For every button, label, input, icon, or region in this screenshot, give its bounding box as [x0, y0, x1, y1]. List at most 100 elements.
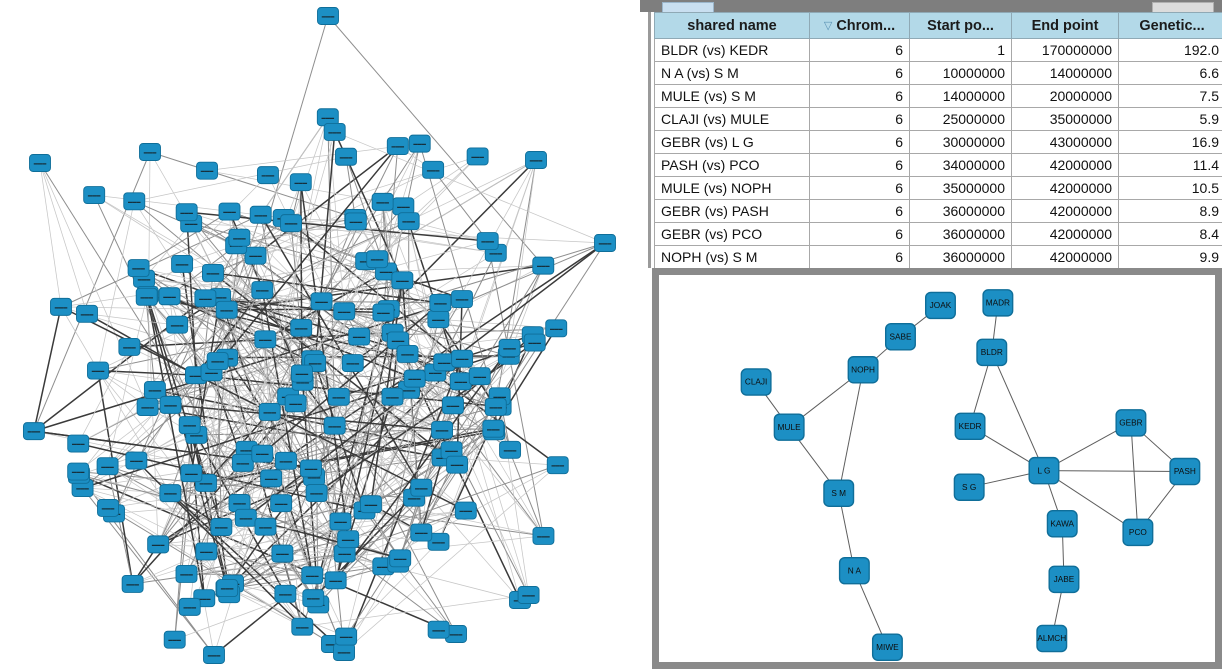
main-network-edge[interactable]: [143, 223, 192, 279]
sub-network-panel[interactable]: CLAJI MULE NOPH SABE JOAK S M N A MIWE MADR BLDR K…: [652, 268, 1222, 669]
main-network-node[interactable]: ▬▬▬: [147, 535, 170, 554]
main-network-node[interactable]: ▬▬▬: [87, 361, 109, 380]
main-network-edge[interactable]: [78, 474, 457, 635]
main-network-node[interactable]: ▬▬▬: [67, 434, 90, 453]
main-network-edge[interactable]: [212, 272, 443, 431]
main-network-edge[interactable]: [144, 278, 263, 291]
main-network-node[interactable]: ▬▬▬: [96, 457, 119, 476]
main-network-edge[interactable]: [408, 220, 488, 242]
main-network-node[interactable]: ▬▬▬: [546, 456, 569, 475]
main-network-edge[interactable]: [185, 212, 197, 376]
main-network-edge[interactable]: [107, 296, 148, 467]
main-network-node[interactable]: ▬▬▬: [335, 147, 357, 166]
main-network-edge[interactable]: [280, 502, 457, 635]
main-network-node[interactable]: ▬▬▬: [203, 646, 225, 664]
main-network-edge[interactable]: [189, 336, 360, 426]
table-row[interactable]: MULE (vs) S M 6 14000000 20000000 7.5: [654, 84, 1222, 108]
cell-chromosome[interactable]: 6: [809, 84, 910, 108]
main-network-edge[interactable]: [290, 223, 315, 478]
main-network-edge[interactable]: [265, 487, 422, 528]
main-network-edge[interactable]: [261, 339, 266, 454]
main-network-edge[interactable]: [260, 214, 422, 489]
main-network-edge[interactable]: [280, 182, 302, 504]
main-network-edge[interactable]: [345, 541, 439, 637]
main-network-node[interactable]: ▬▬▬: [348, 327, 371, 346]
cell-shared_name[interactable]: GEBR (vs) L G: [654, 130, 810, 154]
main-network-edge[interactable]: [157, 473, 192, 545]
main-network-node[interactable]: ▬▬▬: [344, 212, 367, 231]
table-body[interactable]: BLDR (vs) KEDR 6 1 170000000 192.0 N A (vs) S…: [654, 38, 1222, 268]
main-network-node[interactable]: ▬▬▬: [251, 444, 274, 463]
main-network-edge[interactable]: [487, 240, 544, 537]
main-network-node[interactable]: ▬▬▬: [271, 544, 294, 563]
main-network-node[interactable]: ▬▬▬: [454, 501, 477, 520]
main-network-edge[interactable]: [264, 339, 303, 627]
main-network-edge[interactable]: [226, 308, 389, 311]
main-network-node[interactable]: ▬▬▬: [310, 292, 333, 311]
main-network-edge[interactable]: [500, 406, 529, 596]
main-network-node[interactable]: ▬▬▬: [290, 318, 313, 337]
main-network-edge[interactable]: [227, 587, 347, 637]
main-network-node[interactable]: ▬▬▬: [517, 586, 540, 604]
main-network-node[interactable]: ▬▬▬: [427, 532, 450, 551]
cell-chromosome[interactable]: 6: [809, 107, 910, 131]
main-network-node[interactable]: ▬▬▬: [532, 526, 555, 545]
main-network-node[interactable]: ▬▬▬: [333, 302, 356, 321]
main-network-node[interactable]: ▬▬▬: [302, 589, 325, 608]
main-network-edge[interactable]: [138, 267, 345, 312]
main-network-edge[interactable]: [334, 131, 606, 244]
table-row[interactable]: GEBR (vs) L G 6 30000000 43000000 16.9: [654, 130, 1222, 154]
main-network-node[interactable]: ▬▬▬: [257, 166, 279, 185]
main-network-edge[interactable]: [313, 464, 558, 599]
main-network-edge[interactable]: [196, 280, 403, 436]
main-network-edge[interactable]: [39, 162, 62, 307]
sub-network-node-sabe[interactable]: SABE: [884, 323, 916, 351]
main-network-node[interactable]: ▬▬▬: [67, 462, 90, 481]
main-network-edge[interactable]: [370, 353, 408, 505]
main-network-node[interactable]: ▬▬▬: [76, 304, 98, 323]
main-network-node[interactable]: ▬▬▬: [258, 403, 281, 421]
main-network-node[interactable]: ▬▬▬: [359, 495, 382, 514]
main-network-node[interactable]: ▬▬▬: [410, 478, 433, 497]
main-network-node[interactable]: ▬▬▬: [249, 205, 272, 224]
main-network-node[interactable]: ▬▬▬: [466, 147, 489, 166]
table-row[interactable]: GEBR (vs) PCO 6 36000000 42000000 8.4: [654, 222, 1222, 246]
table-tab-nub[interactable]: [662, 2, 714, 13]
main-network-edge[interactable]: [420, 362, 445, 533]
main-network-node[interactable]: ▬▬▬: [445, 625, 467, 643]
main-network-node[interactable]: ▬▬▬: [323, 416, 346, 435]
main-network-canvas[interactable]: ▬▬▬ ▬▬▬ ▬▬▬ ▬▬▬ ▬▬▬ ▬▬▬ ▬▬▬ ▬▬▬ ▬▬▬ ▬▬▬ ▬▬▬ ▬▬▬ ▬▬▬ ▬…: [0, 0, 648, 669]
cell-genetic[interactable]: 5.9: [1118, 107, 1222, 131]
sub-network-node-kawa[interactable]: KAWA: [1046, 509, 1078, 538]
table-row[interactable]: NOPH (vs) S M 6 36000000 42000000 9.9: [654, 245, 1222, 268]
cell-start_point[interactable]: 1: [909, 38, 1012, 62]
main-network-node[interactable]: ▬▬▬: [429, 293, 452, 312]
main-network-edge[interactable]: [136, 460, 227, 589]
table-row[interactable]: N A (vs) S M 6 10000000 14000000 6.6: [654, 61, 1222, 85]
main-network-edge[interactable]: [232, 553, 345, 585]
main-network-node[interactable]: ▬▬▬: [210, 518, 233, 536]
main-network-node[interactable]: ▬▬▬: [260, 469, 283, 488]
main-network-node[interactable]: ▬▬▬: [234, 508, 257, 527]
main-network-node[interactable]: ▬▬▬: [125, 451, 148, 470]
main-network-node[interactable]: ▬▬▬: [386, 137, 409, 156]
main-network-edge[interactable]: [138, 267, 303, 374]
cell-genetic[interactable]: 9.9: [1118, 245, 1222, 268]
cell-end_point[interactable]: 42000000: [1011, 222, 1119, 246]
main-network-node[interactable]: ▬▬▬: [195, 542, 218, 561]
table-row[interactable]: BLDR (vs) KEDR 6 1 170000000 192.0: [654, 38, 1222, 62]
cell-shared_name[interactable]: PASH (vs) PCO: [654, 153, 810, 177]
cell-shared_name[interactable]: GEBR (vs) PCO: [654, 222, 810, 246]
main-network-node[interactable]: ▬▬▬: [391, 271, 414, 290]
main-network-node[interactable]: ▬▬▬: [327, 387, 350, 406]
main-network-node[interactable]: ▬▬▬: [251, 281, 274, 299]
main-network-edge[interactable]: [205, 476, 315, 484]
cell-start_point[interactable]: 25000000: [909, 107, 1012, 131]
main-network-node[interactable]: ▬▬▬: [396, 345, 419, 363]
main-network-edge[interactable]: [97, 159, 537, 371]
cell-start_point[interactable]: 36000000: [909, 199, 1012, 223]
main-network-node[interactable]: ▬▬▬: [175, 203, 198, 222]
column-header-end-point[interactable]: End point: [1011, 12, 1119, 39]
cell-genetic[interactable]: 10.5: [1118, 176, 1222, 200]
cell-shared_name[interactable]: GEBR (vs) PASH: [654, 199, 810, 223]
